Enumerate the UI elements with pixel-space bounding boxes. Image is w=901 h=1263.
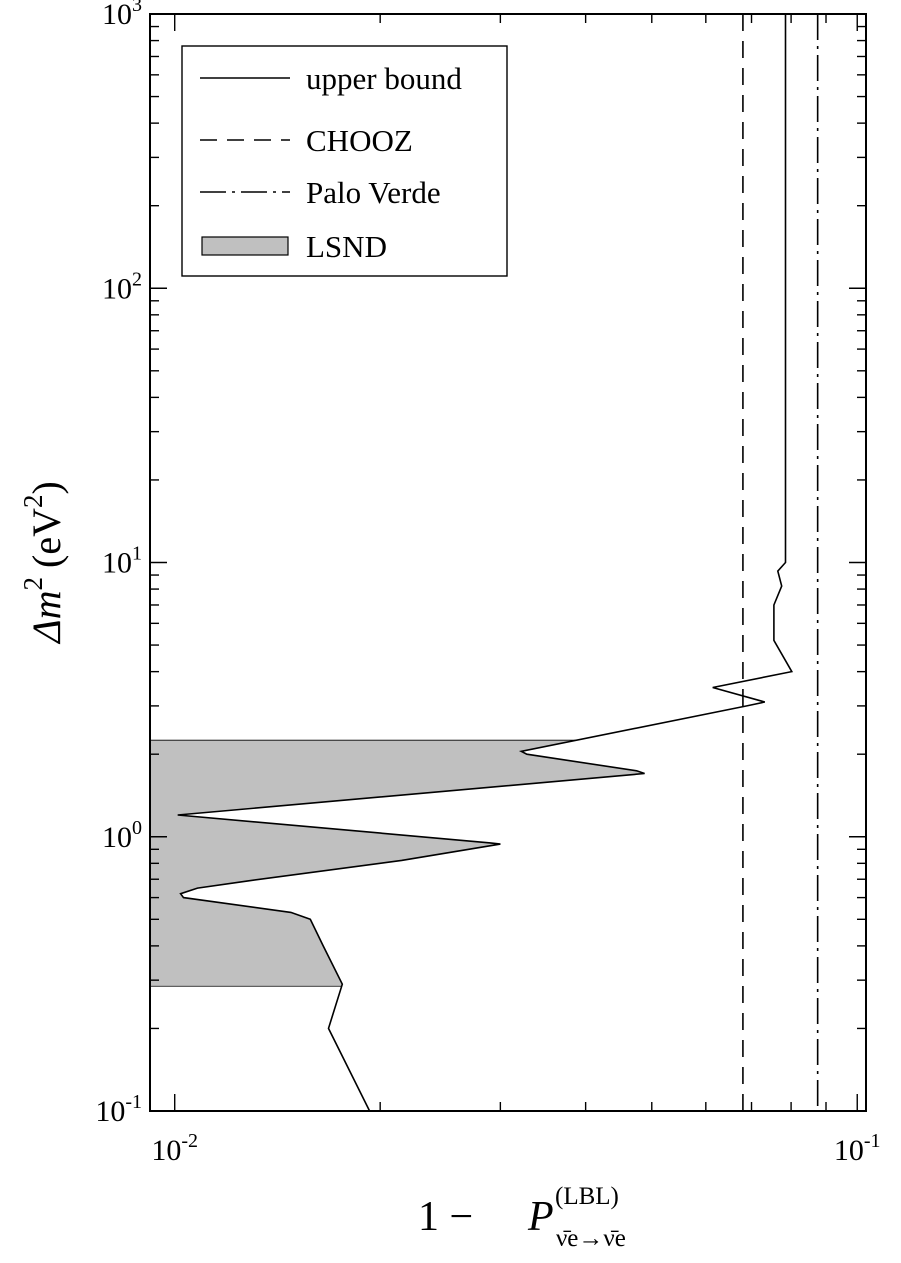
y-axis-label-unit: (eV: [24, 508, 69, 568]
legend-label-palo-verde: Palo Verde: [306, 175, 441, 210]
tick-marks-layer: [150, 13, 866, 1112]
upper-bound-line: [177, 14, 794, 1111]
x-axis-label-sub: ν̄e→ν̄e: [556, 1225, 626, 1252]
y-tick-label: 101: [102, 543, 142, 580]
y-tick-label: 103: [102, 0, 142, 31]
y-axis-label: Δm2(eV2): [18, 481, 69, 645]
x-axis-label-symbol: P: [527, 1194, 554, 1240]
y-axis-label-exp: 2: [18, 577, 48, 591]
x-axis-label-sup: (LBL): [555, 1183, 619, 1210]
legend-swatch-lsnd: [201, 236, 289, 256]
x-axis-label-lead: 1 −: [418, 1194, 473, 1240]
y-axis-label-close: ): [24, 481, 69, 494]
y-tick-label: 100: [102, 817, 142, 854]
x-tick-label: 10-2: [151, 1130, 198, 1167]
y-tick-label: 10-1: [95, 1091, 142, 1128]
y-axis-label-symbol: Δm: [24, 590, 69, 644]
x-axis-label: 1 − P (LBL) ν̄e→ν̄e: [418, 1183, 626, 1252]
series-lines-layer: [177, 14, 819, 1111]
x-tick-label: 10-1: [834, 1130, 881, 1167]
y-axis-label-unit-exp: 2: [18, 494, 48, 508]
legend-label-upper-bound: upper bound: [306, 61, 462, 96]
legend: upper bound CHOOZ Palo Verde LSND: [181, 45, 508, 277]
lsnd-region: [150, 740, 645, 987]
legend-label-chooz: CHOOZ: [306, 123, 413, 158]
y-tick-label: 102: [102, 268, 142, 305]
lsnd-region-layer: [150, 739, 645, 987]
legend-label-lsnd: LSND: [306, 229, 387, 264]
